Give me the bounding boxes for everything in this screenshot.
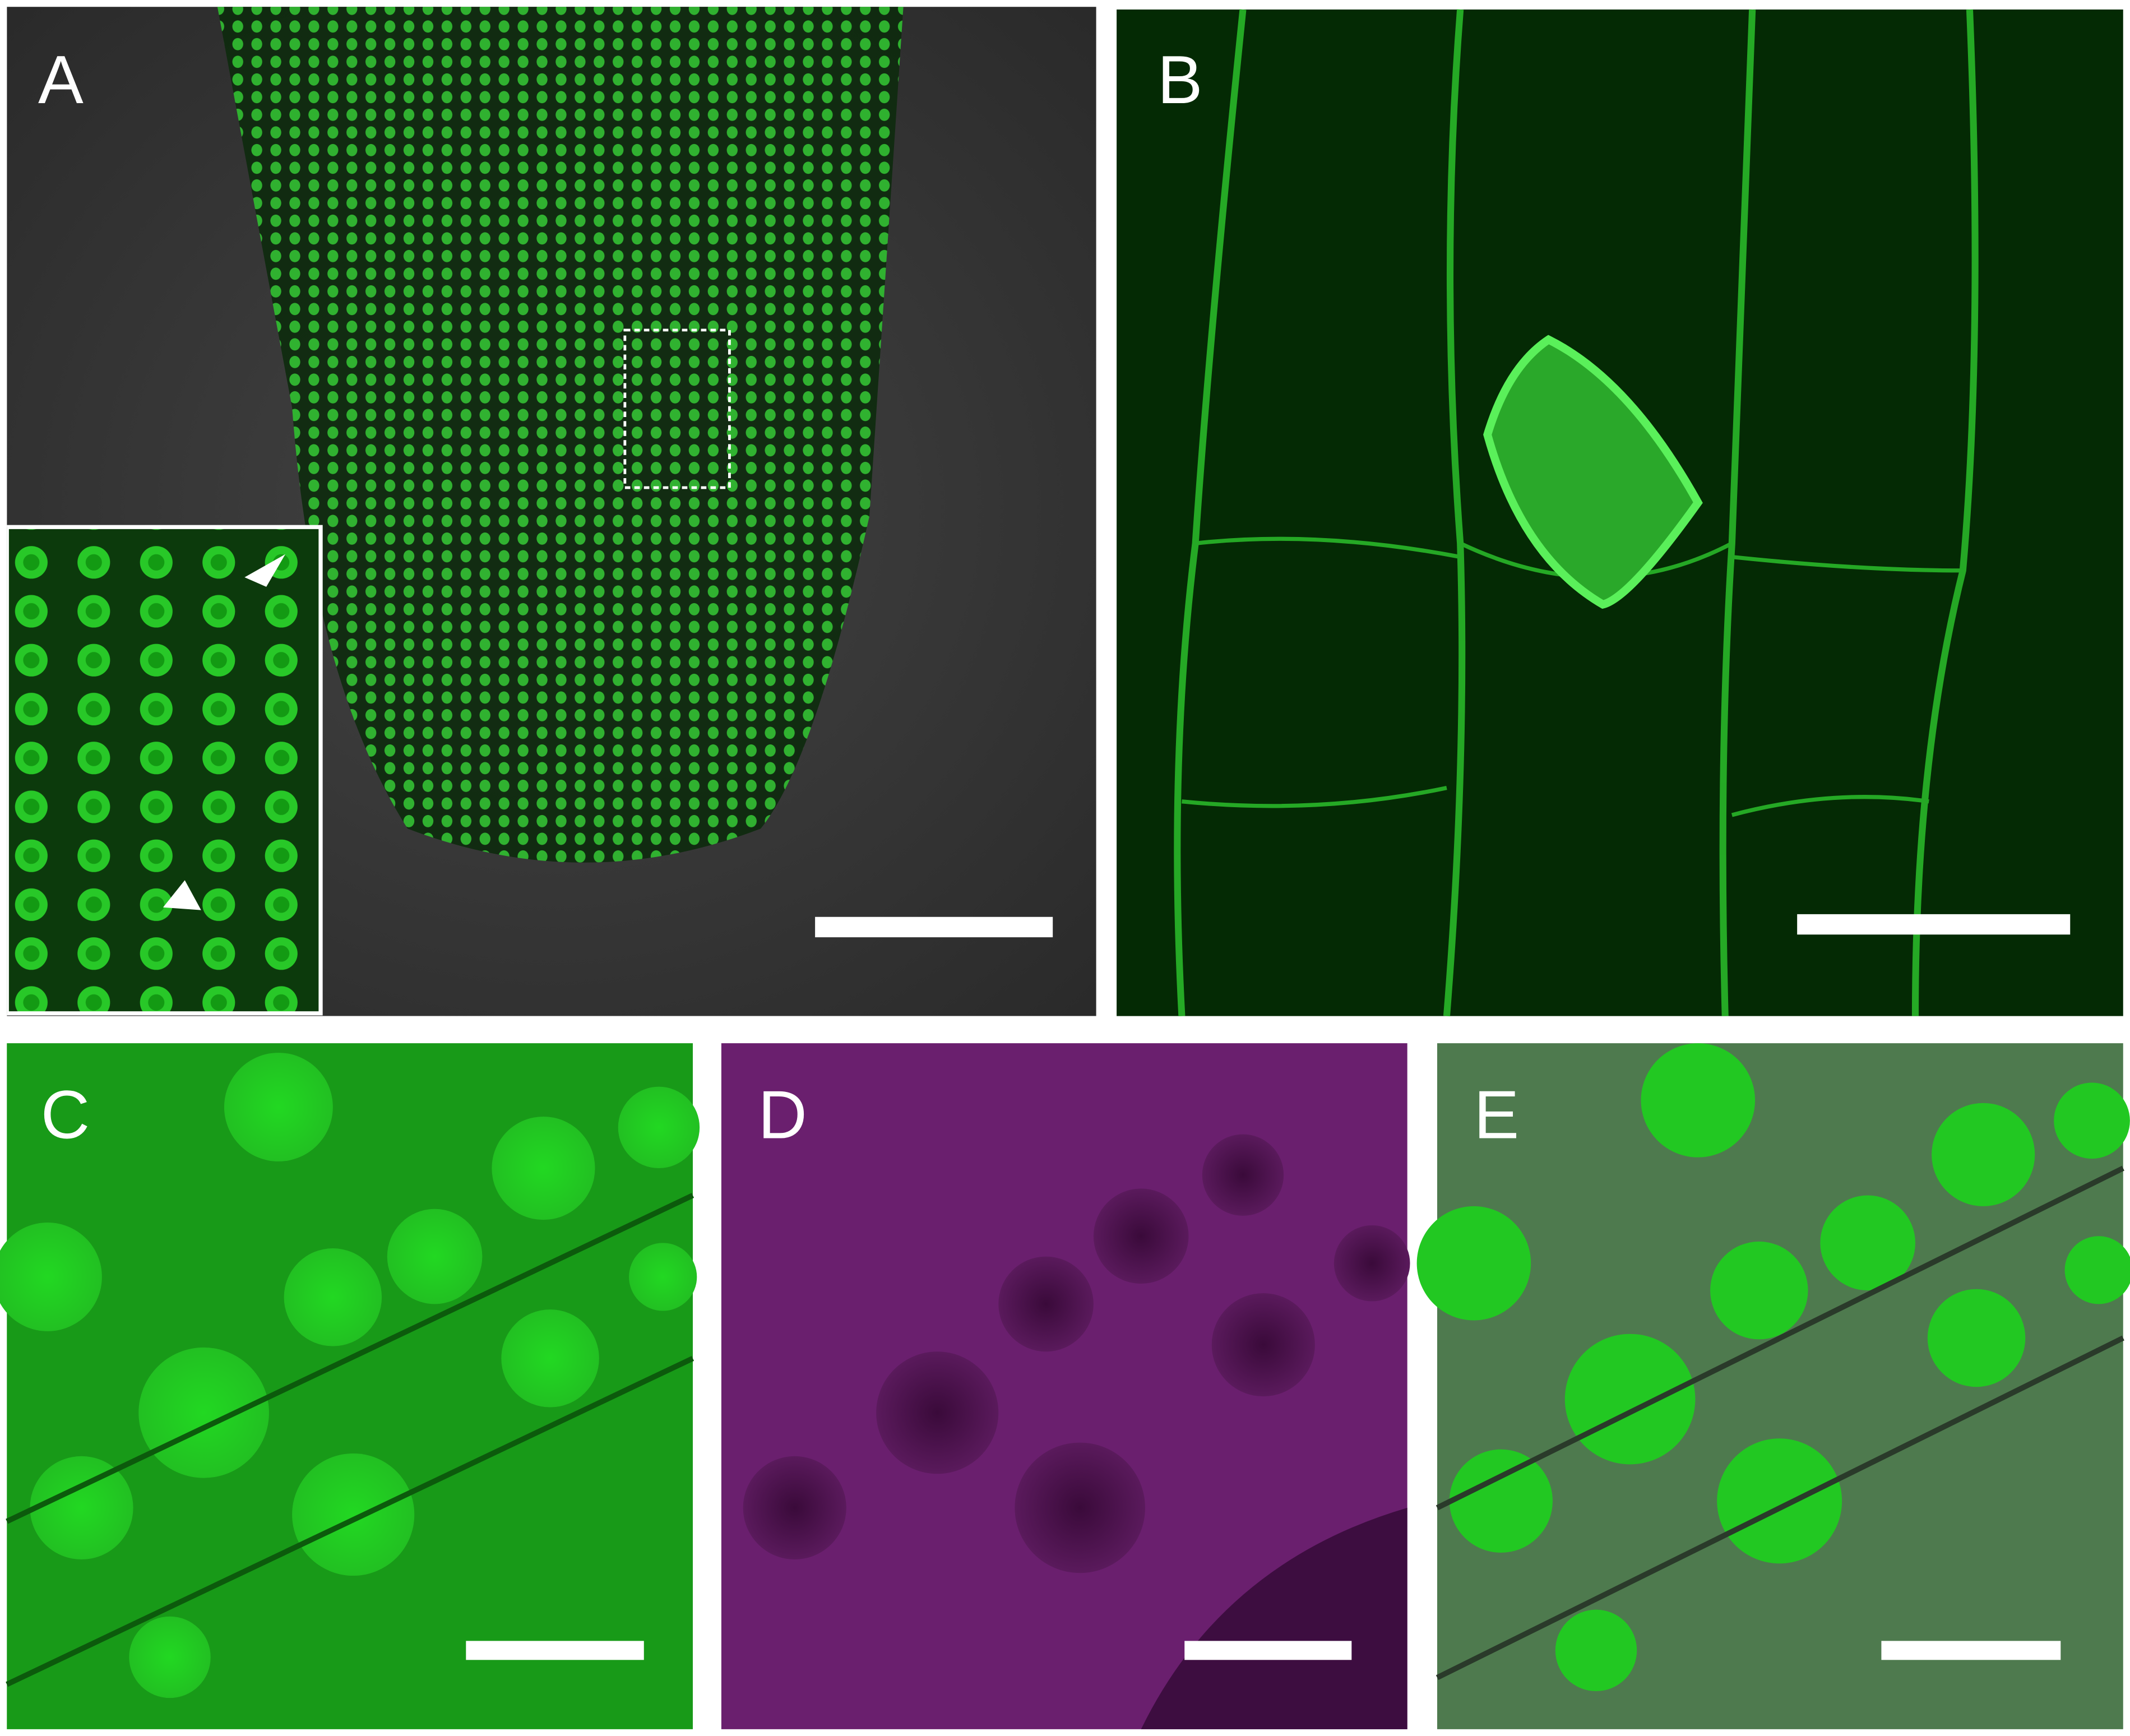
inset [7,525,323,1016]
nuclei [1416,1043,2130,1692]
panel-label: E [1474,1077,1519,1153]
scale-bar [815,916,1053,938]
spindle [1483,335,1703,609]
scale-bar [466,1641,644,1660]
cell-walls [1174,9,1979,1017]
cell-wall [1436,1165,2124,1681]
zoom-box [623,328,731,489]
panel-a: A [7,7,1096,1016]
scale-bar [1184,1641,1352,1660]
nuclei [743,1134,1410,1573]
panel-label: C [41,1077,90,1153]
arrowhead [163,880,201,910]
panel-b: B [1117,9,2123,1017]
scale-bar [1881,1641,2061,1660]
panel-e: E [1416,1043,2130,1729]
panel-c: C [0,1043,700,1729]
dark-region [1141,1507,1407,1729]
scale-bar [1797,914,2071,935]
root-tip [217,7,904,863]
panel-label: A [38,41,84,118]
panel-label: B [1157,41,1203,118]
panel-label: D [758,1077,807,1153]
arrowhead [244,554,286,587]
cell-wall [6,1193,694,1687]
panel-d: D [721,1043,1410,1729]
